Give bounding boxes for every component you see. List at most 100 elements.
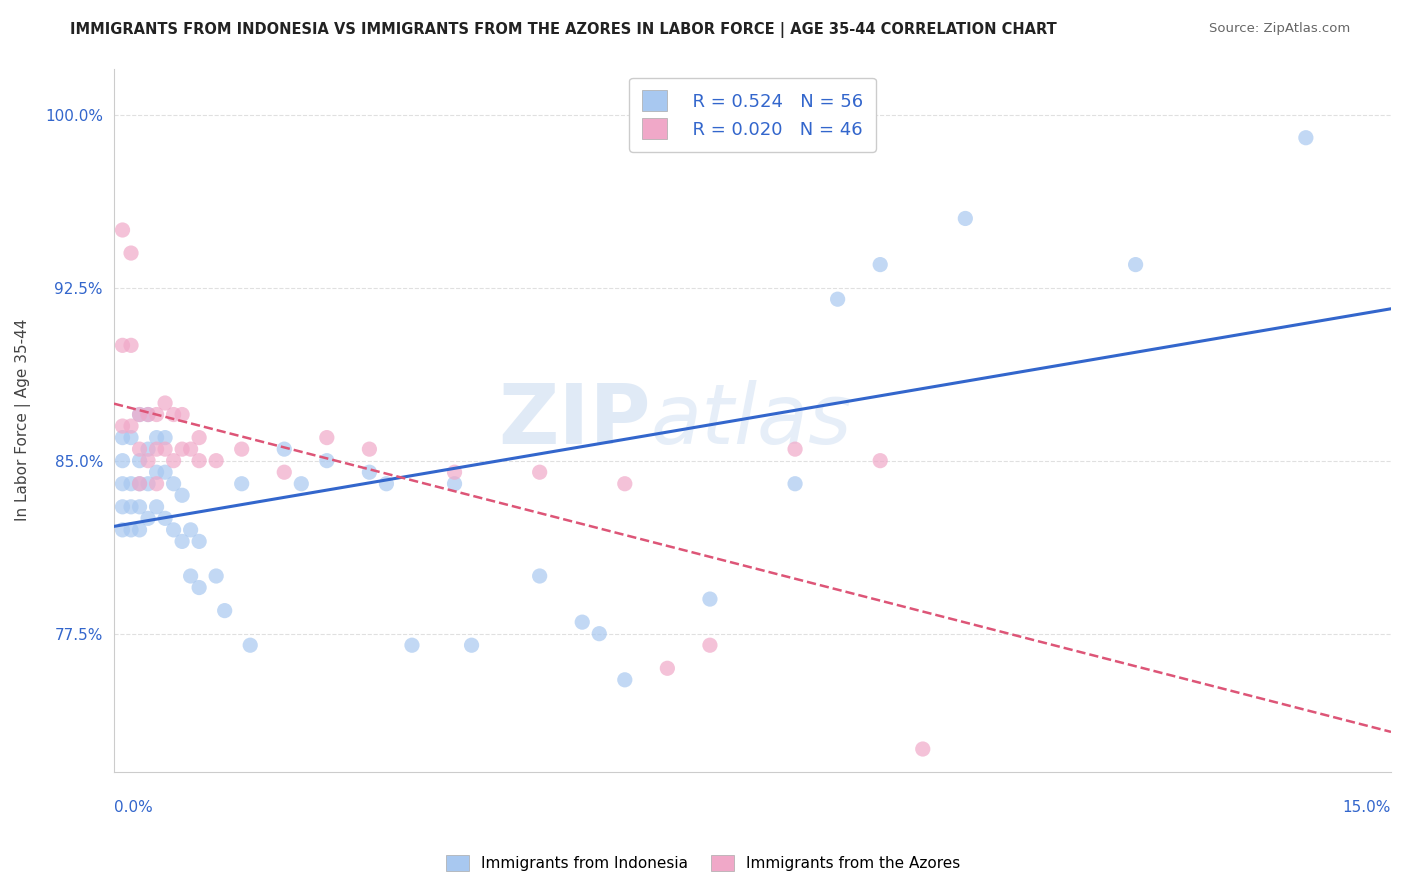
Point [1295, 130, 1317, 145]
Point [153, 431, 176, 445]
Text: IMMIGRANTS FROM INDONESIA VS IMMIGRANTS FROM THE AZORES IN LABOR FORCE | AGE 35-: IMMIGRANTS FROM INDONESIA VS IMMIGRANTS … [70, 22, 1057, 38]
Point [111, 523, 134, 537]
Legend:   R = 0.524   N = 56,   R = 0.020   N = 46: R = 0.524 N = 56, R = 0.020 N = 46 [628, 78, 876, 152]
Point [128, 408, 150, 422]
Point [111, 500, 134, 514]
Point [128, 476, 150, 491]
Point [120, 523, 142, 537]
Text: ZIP: ZIP [498, 380, 651, 461]
Point [172, 442, 194, 457]
Point [136, 476, 159, 491]
Point [128, 453, 150, 467]
Point [315, 431, 337, 445]
Point [290, 476, 312, 491]
Point [231, 442, 253, 457]
Point [136, 408, 159, 422]
Point [783, 476, 806, 491]
Point [188, 534, 211, 549]
Point [153, 396, 176, 410]
Point [111, 338, 134, 352]
Point [128, 476, 150, 491]
Point [188, 581, 211, 595]
Point [111, 431, 134, 445]
Point [869, 453, 891, 467]
Point [153, 442, 176, 457]
Point [145, 500, 167, 514]
Point [231, 476, 253, 491]
Point [162, 476, 184, 491]
Point [273, 465, 295, 479]
Point [460, 638, 482, 652]
Point [145, 408, 167, 422]
Legend: Immigrants from Indonesia, Immigrants from the Azores: Immigrants from Indonesia, Immigrants fr… [440, 849, 966, 877]
Point [162, 408, 184, 422]
Point [136, 511, 159, 525]
Point [955, 211, 977, 226]
Point [162, 453, 184, 467]
Point [529, 465, 551, 479]
Point [783, 442, 806, 457]
Point [145, 442, 167, 457]
Point [172, 408, 194, 422]
Point [443, 476, 465, 491]
Point [120, 476, 142, 491]
Point [571, 615, 593, 629]
Point [375, 476, 398, 491]
Point [188, 431, 211, 445]
Point [214, 604, 236, 618]
Text: 15.0%: 15.0% [1343, 800, 1391, 815]
Text: 0.0%: 0.0% [114, 800, 153, 815]
Point [172, 488, 194, 502]
Point [120, 431, 142, 445]
Point [315, 453, 337, 467]
Point [529, 569, 551, 583]
Point [120, 419, 142, 434]
Point [128, 408, 150, 422]
Point [205, 569, 228, 583]
Point [443, 465, 465, 479]
Point [153, 511, 176, 525]
Point [188, 453, 211, 467]
Point [401, 638, 423, 652]
Point [136, 453, 159, 467]
Point [128, 442, 150, 457]
Point [180, 442, 202, 457]
Point [120, 338, 142, 352]
Point [111, 223, 134, 237]
Point [1125, 258, 1147, 272]
Point [136, 408, 159, 422]
Point [699, 638, 721, 652]
Point [172, 534, 194, 549]
Point [111, 476, 134, 491]
Point [136, 442, 159, 457]
Point [869, 258, 891, 272]
Point [180, 523, 202, 537]
Point [911, 742, 934, 756]
Point [827, 292, 849, 306]
Point [120, 500, 142, 514]
Point [145, 476, 167, 491]
Point [359, 465, 381, 479]
Y-axis label: In Labor Force | Age 35-44: In Labor Force | Age 35-44 [15, 319, 31, 522]
Point [657, 661, 679, 675]
Text: atlas: atlas [651, 380, 852, 461]
Point [699, 592, 721, 607]
Point [111, 453, 134, 467]
Point [588, 626, 610, 640]
Point [273, 442, 295, 457]
Point [128, 523, 150, 537]
Point [145, 465, 167, 479]
Point [153, 465, 176, 479]
Point [613, 673, 636, 687]
Point [205, 453, 228, 467]
Point [162, 523, 184, 537]
Text: Source: ZipAtlas.com: Source: ZipAtlas.com [1209, 22, 1350, 36]
Point [128, 500, 150, 514]
Point [613, 476, 636, 491]
Point [239, 638, 262, 652]
Point [359, 442, 381, 457]
Point [120, 246, 142, 260]
Point [145, 431, 167, 445]
Point [180, 569, 202, 583]
Point [111, 419, 134, 434]
